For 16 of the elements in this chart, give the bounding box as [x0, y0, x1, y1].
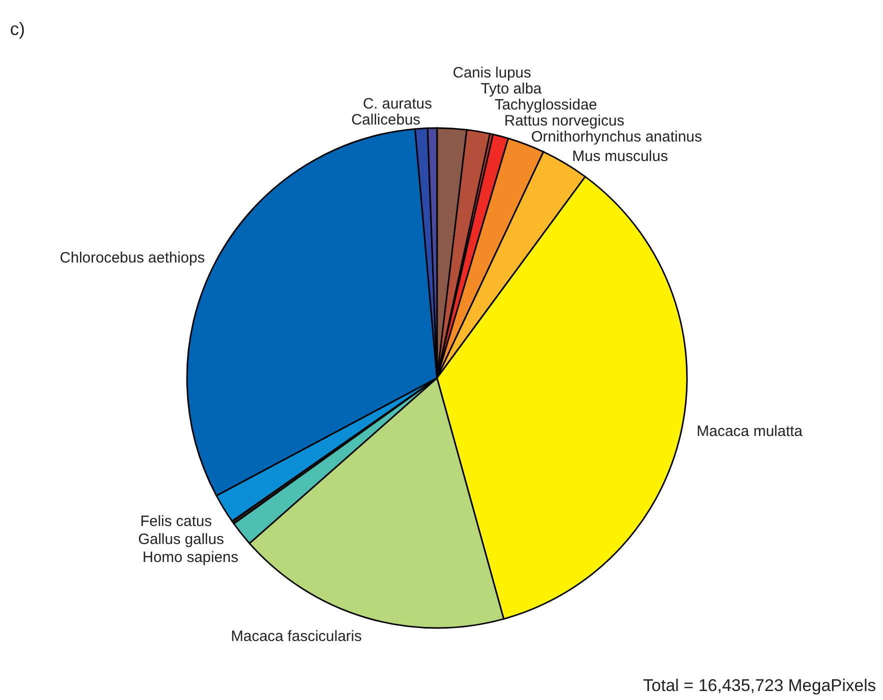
slice-label: Homo sapiens [142, 548, 238, 566]
slice-label: Callicebus [351, 112, 420, 129]
slice-label: Rattus norvegicus [504, 112, 624, 130]
slice-label: Canis lupus [452, 64, 532, 82]
slice-label: Gallus gallus [138, 530, 224, 548]
slice-label: Tachyglossidae [494, 96, 598, 114]
slice-label: Ornithorhynchus anatinus [531, 128, 702, 146]
slice-label: C. auratus [362, 96, 432, 113]
slice-label: Chlorocebus aethiops [60, 249, 205, 266]
slice-label: Mus musculus [572, 148, 668, 166]
text: Total = 16,435,723 MegaPixels [643, 676, 876, 695]
slice-label: Macaca fascicularis [230, 628, 362, 646]
slice-label: Tyto alba [480, 80, 542, 98]
chart-title: c) [10, 19, 25, 39]
slice-label: Felis catus [140, 512, 212, 530]
slice-label: Macaca mulatta [696, 422, 804, 440]
